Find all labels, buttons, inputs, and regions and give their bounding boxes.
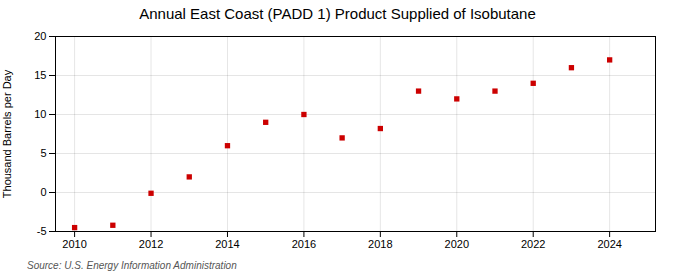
svg-text:2012: 2012	[139, 238, 163, 250]
svg-text:-5: -5	[37, 225, 47, 237]
svg-text:2016: 2016	[292, 238, 316, 250]
svg-text:10: 10	[34, 108, 46, 120]
svg-text:5: 5	[40, 147, 46, 159]
svg-text:0: 0	[40, 186, 46, 198]
svg-text:20: 20	[34, 30, 46, 42]
svg-text:2018: 2018	[368, 238, 392, 250]
svg-text:2020: 2020	[445, 238, 469, 250]
svg-text:2024: 2024	[597, 238, 621, 250]
html-text:Annual East Coast (PADD 1) Pro: Annual East Coast (PADD 1) Product Suppl…	[139, 5, 536, 22]
svg-text:2022: 2022	[521, 238, 545, 250]
svg-text:2010: 2010	[62, 238, 86, 250]
svg-text:15: 15	[34, 69, 46, 81]
svg-text:2014: 2014	[215, 238, 239, 250]
svg-text:Thousand Barrels per Day: Thousand Barrels per Day	[1, 69, 13, 198]
html-text:Source: U.S. Energy Informatio: Source: U.S. Energy Information Administ…	[27, 260, 237, 271]
